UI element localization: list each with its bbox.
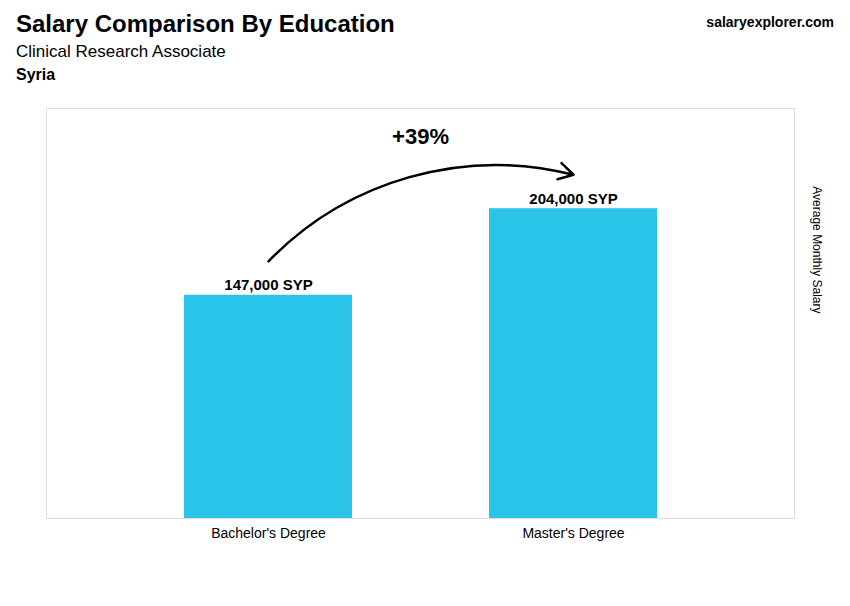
html-text:salaryexplorer.com: salaryexplorer.com: [706, 14, 834, 30]
svg-text:Bachelor's Degree: Bachelor's Degree: [211, 525, 326, 541]
html-text:Clinical Research Associate: Clinical Research Associate: [16, 42, 226, 61]
html-text:Syria: Syria: [16, 66, 56, 83]
svg-text:204,000 SYP: 204,000 SYP: [529, 190, 617, 207]
svg-text:+39%: +39%: [392, 124, 449, 149]
svg-text:Average Monthly Salary: Average Monthly Salary: [810, 186, 824, 313]
svg-text:Master's Degree: Master's Degree: [522, 525, 624, 541]
html-text:Salary Comparison By Education: Salary Comparison By Education: [16, 10, 395, 37]
svg-text:147,000 SYP: 147,000 SYP: [224, 276, 312, 293]
